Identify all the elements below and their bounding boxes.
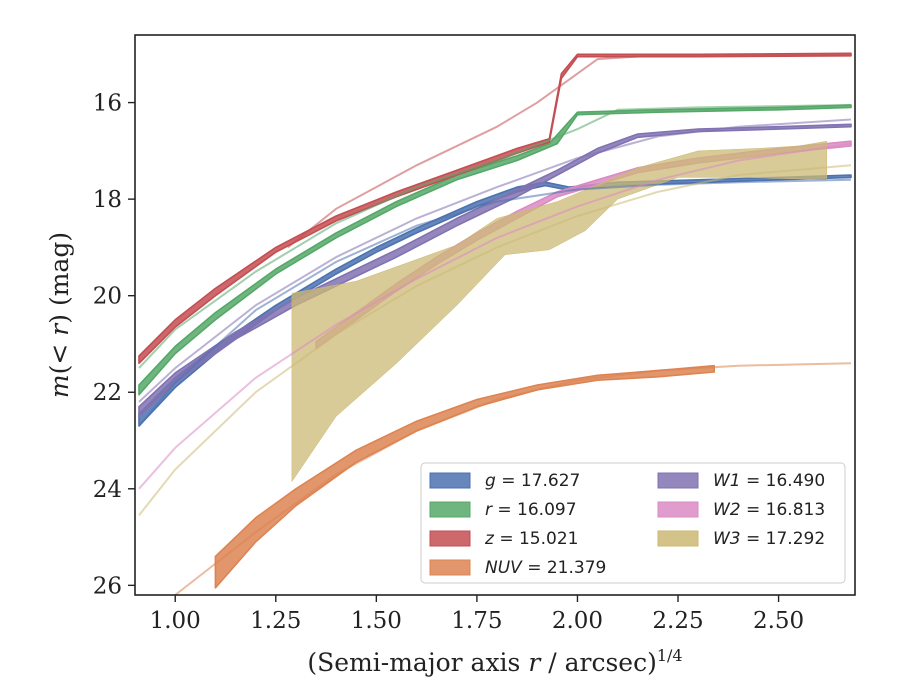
y-tick-label: 20 (93, 284, 122, 310)
series-z-band (138, 52, 852, 365)
legend-swatch-g (429, 472, 471, 489)
x-tick-label: 1.75 (451, 608, 502, 634)
series-w3-band (291, 140, 828, 482)
series-nuv-model-line (174, 362, 852, 596)
legend-swatch-r (429, 501, 471, 518)
plot-frame (134, 34, 856, 596)
series-w2-model-line (138, 142, 852, 490)
y-tick-label: 18 (93, 187, 122, 213)
series-model-lines (138, 53, 852, 596)
x-tick-label: 2.25 (652, 608, 703, 634)
x-axis-ticks: 1.00 1.25 1.50 1.75 2.00 2.25 2.50 (150, 595, 804, 634)
series-w1-band (138, 123, 852, 418)
x-tick-label: 1.00 (150, 608, 201, 634)
x-tick-label: 2.50 (753, 608, 804, 634)
legend-box (420, 462, 846, 584)
legend-label-nuv: NUV = 21.379 (485, 558, 606, 578)
series-z-model-line (287, 53, 852, 249)
legend-label-w3: W3 = 17.292 (713, 529, 825, 549)
legend-swatch-w2 (657, 501, 699, 518)
legend-label-w2: W2 = 16.813 (713, 500, 825, 520)
legend-swatch-z (429, 530, 471, 547)
x-tick-label: 1.25 (250, 608, 301, 634)
legend-swatch-w3 (657, 530, 699, 547)
y-tick-label: 22 (93, 380, 122, 406)
series-bands (138, 52, 852, 589)
legend-label-r: r = 16.097 (485, 500, 577, 520)
legend: g = 17.627 r = 16.097 z = 15.021 NUV = 21.3… (420, 462, 846, 584)
y-axis-ticks: 16 18 20 22 24 26 (93, 91, 135, 599)
legend-label-g: g = 17.627 (485, 471, 580, 491)
legend-label-z: z = 15.021 (484, 529, 578, 549)
x-tick-label: 1.50 (351, 608, 402, 634)
y-axis-title: m(< r) (mag) (45, 232, 74, 398)
y-tick-label: 26 (93, 573, 122, 599)
y-tick-label: 24 (93, 477, 122, 503)
series-w3-model-line (138, 164, 852, 516)
x-axis-title: (Semi-major axis r / arcsec)1/4 (307, 646, 682, 677)
legend-swatch-nuv (429, 559, 471, 576)
series-w1-model-line (138, 118, 852, 403)
x-tick-label: 2.00 (552, 608, 603, 634)
y-tick-label: 16 (93, 91, 122, 117)
series-r-model-line (138, 104, 852, 369)
series-g-band (138, 174, 852, 427)
legend-swatch-w1 (657, 472, 699, 489)
legend-label-w1: W1 = 16.490 (713, 471, 825, 491)
